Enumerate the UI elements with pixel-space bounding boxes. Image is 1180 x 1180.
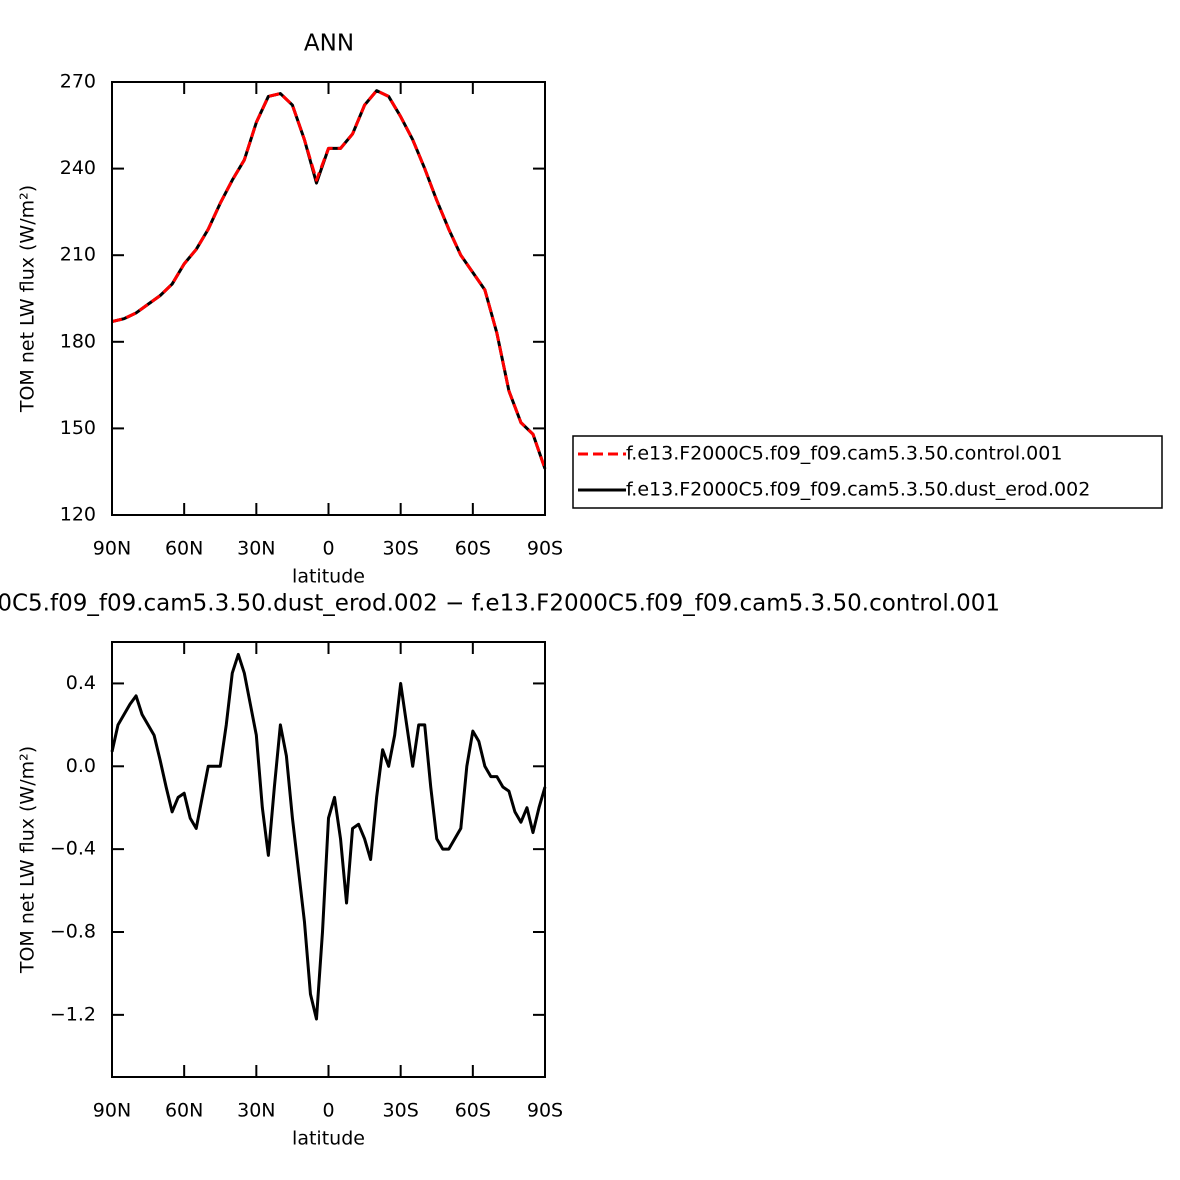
chart-title: f.e13.F2000C5.f09_f09.cam5.3.50.dust_ero… xyxy=(0,591,1000,617)
chart-title: ANN xyxy=(304,31,354,57)
y-tick-label: 180 xyxy=(60,330,96,352)
x-axis-label: latitude xyxy=(292,1128,365,1150)
y-tick-label: 240 xyxy=(60,157,96,179)
x-tick-label: 0 xyxy=(322,538,334,560)
x-tick-label: 30N xyxy=(237,538,275,560)
y-tick-label: 270 xyxy=(60,71,96,93)
legend-label: f.e13.F2000C5.f09_f09.cam5.3.50.dust_ero… xyxy=(626,479,1090,501)
data-line xyxy=(110,652,547,1021)
x-tick-label: 90S xyxy=(527,1100,563,1122)
y-axis-label: TOM net LW flux (W/m²) xyxy=(17,185,39,413)
x-tick-label: 60S xyxy=(455,1100,491,1122)
x-tick-label: 60S xyxy=(455,538,491,560)
y-tick-label: 0.0 xyxy=(66,755,96,777)
y-tick-label: −1.2 xyxy=(50,1003,96,1025)
legend-label: f.e13.F2000C5.f09_f09.cam5.3.50.control.… xyxy=(626,443,1062,465)
y-tick-label: 210 xyxy=(60,244,96,266)
x-tick-label: 60N xyxy=(165,1100,203,1122)
plot-frame xyxy=(111,81,546,516)
x-tick-label: 90N xyxy=(93,538,131,560)
y-tick-label: 0.4 xyxy=(66,672,96,694)
x-tick-label: 30N xyxy=(237,1100,275,1122)
y-tick-label: −0.4 xyxy=(50,838,96,860)
plot-frame xyxy=(111,641,546,1078)
x-tick-label: 30S xyxy=(383,1100,419,1122)
x-axis-label: latitude xyxy=(292,566,365,588)
y-tick-label: 150 xyxy=(60,417,96,439)
y-axis-label: TOM net LW flux (W/m²) xyxy=(17,746,39,974)
x-tick-label: 60N xyxy=(165,538,203,560)
legend-box xyxy=(572,435,1163,509)
x-tick-label: 30S xyxy=(383,538,419,560)
data-line xyxy=(111,89,547,470)
x-tick-label: 0 xyxy=(322,1100,334,1122)
y-tick-label: −0.8 xyxy=(50,921,96,943)
x-tick-label: 90S xyxy=(527,538,563,560)
x-tick-label: 90N xyxy=(93,1100,131,1122)
y-tick-label: 120 xyxy=(60,504,96,526)
